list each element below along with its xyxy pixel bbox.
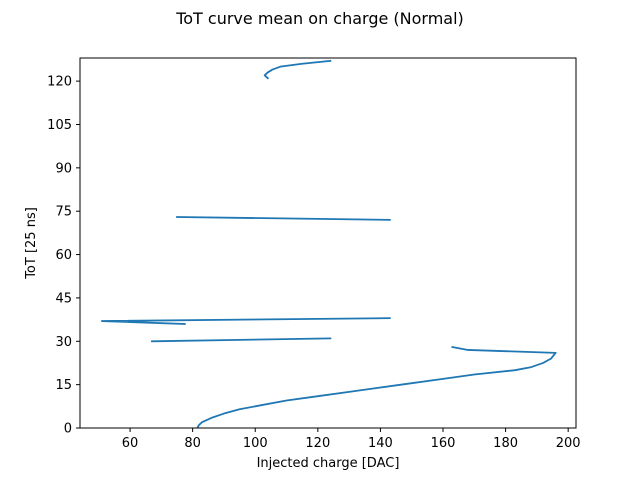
y-tick-label: 45 (55, 291, 72, 306)
x-tick-label: 200 (556, 436, 581, 451)
x-axis: 60 80 100 120 140 160 180 200 (122, 428, 581, 451)
x-tick-label: 180 (493, 436, 518, 451)
series-line-5 (263, 59, 332, 80)
series-group (101, 59, 557, 428)
chart-title: ToT curve mean on charge (Normal) (175, 9, 464, 28)
series-line-3 (101, 317, 391, 325)
y-tick-label: 30 (55, 335, 72, 350)
series-line-1 (196, 346, 557, 428)
y-axis-label: ToT [25 ns] (24, 207, 39, 280)
x-tick-label: 60 (122, 436, 139, 451)
y-tick-label: 90 (55, 161, 72, 176)
x-tick-label: 120 (305, 436, 330, 451)
series-line-2 (151, 337, 332, 343)
y-tick-label: 15 (55, 378, 72, 393)
y-tick-label: 0 (64, 422, 72, 437)
y-tick-label: 120 (47, 75, 72, 90)
y-tick-label: 60 (55, 248, 72, 263)
plot-frame (79, 57, 577, 429)
x-tick-label: 80 (184, 436, 201, 451)
y-tick-label: 75 (55, 205, 72, 220)
x-axis-label: Injected charge [DAC] (257, 456, 400, 471)
x-tick-label: 160 (431, 436, 456, 451)
y-axis: 0 15 30 45 60 75 90 105 120 (47, 75, 80, 437)
y-tick-label: 105 (47, 118, 72, 133)
x-tick-label: 140 (368, 436, 393, 451)
x-tick-label: 100 (243, 436, 268, 451)
series-line-4 (176, 216, 391, 221)
